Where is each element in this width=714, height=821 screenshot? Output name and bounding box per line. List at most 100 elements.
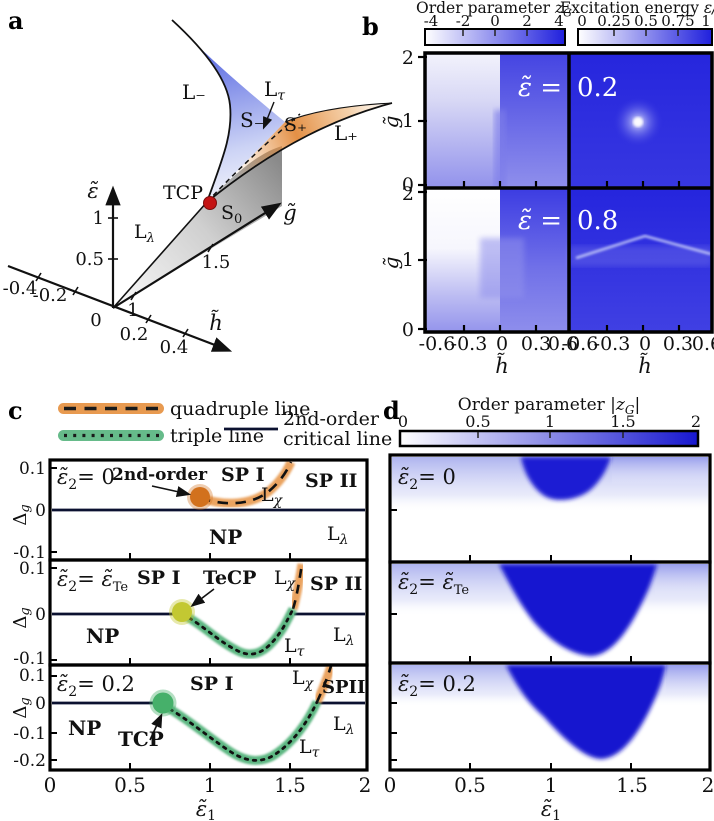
svg-text:NP: NP <box>86 624 119 648</box>
l-plus-label: L₊ <box>334 121 358 145</box>
svg-text:Lλ: Lλ <box>327 523 349 548</box>
svg-text:-0.3: -0.3 <box>594 333 631 355</box>
svg-text:critical line: critical line <box>283 428 392 450</box>
svg-text:-4: -4 <box>424 12 439 30</box>
c-x-ticks: 0 0.5 1 1.5 2 <box>44 773 372 797</box>
heatmap-exc-eps02 <box>569 53 712 188</box>
svg-text:ε̃2= 0: ε̃2= 0 <box>398 465 456 493</box>
svg-text:SP II: SP II <box>305 470 358 492</box>
svg-text:ε̃2= 0.2: ε̃2= 0.2 <box>398 672 476 700</box>
svg-text:1: 1 <box>701 12 711 30</box>
c-subpanel-3: ε̃2= 0.2 SP I Lχ SPII TCP NP Lτ Lλ 0.1 0… <box>10 663 369 772</box>
svg-text:-0.2: -0.2 <box>13 751 46 771</box>
svg-text:1: 1 <box>545 412 555 431</box>
panel-a-letter: a <box>8 6 24 35</box>
svg-text:Lχ: Lχ <box>274 567 297 592</box>
svg-text:2nd-order: 2nd-order <box>112 465 208 485</box>
l-tau-arrow <box>262 101 275 130</box>
svg-text:4: 4 <box>554 12 564 30</box>
svg-text:0: 0 <box>35 501 46 521</box>
svg-text:Δg: Δg <box>10 607 33 628</box>
svg-text:ε̃2= ε̃Te: ε̃2= ε̃Te <box>57 567 128 595</box>
b-y-ticks: 2 1 0 2 1 0 <box>402 47 414 341</box>
g-tick-15: 1.5 <box>202 252 231 273</box>
d-subpanel-2: ε̃2= ε̃Te <box>388 560 712 665</box>
svg-text:0: 0 <box>577 12 587 30</box>
svg-text:-2: -2 <box>456 12 471 30</box>
legend-quadruple: quadruple line <box>58 398 310 420</box>
colorbar-right-ticks: 0 0.25 0.5 0.75 1 <box>577 12 711 30</box>
svg-text:SP I: SP I <box>190 673 234 695</box>
svg-text:0.3: 0.3 <box>521 333 551 355</box>
b-x-label-left: h̃ <box>495 353 509 378</box>
svg-text:0.5: 0.5 <box>454 773 486 797</box>
d-colorbar-ticks: 0 0.5 1 1.5 2 <box>398 412 701 431</box>
d2-dark-lobe <box>499 564 657 656</box>
panel-c-letter: c <box>8 396 23 425</box>
svg-text:2: 2 <box>702 773 714 797</box>
d-x-label: ε̃1 <box>541 797 561 821</box>
svg-text:2: 2 <box>691 412 701 431</box>
heatmap-zg-eps02 <box>425 53 569 188</box>
svg-text:ε̃2= 0: ε̃2= 0 <box>57 465 115 493</box>
svg-text:0.1: 0.1 <box>19 459 46 479</box>
svg-text:Lτ: Lτ <box>299 736 320 761</box>
d-subpanel-3: ε̃2= 0.2 <box>388 661 712 772</box>
c-subpanel-1: ε̃2= 0 2nd-order SP I SP II Lχ NP Lλ 0.1… <box>10 458 369 563</box>
svg-text:-0.6: -0.6 <box>419 333 456 355</box>
triple-line-3 <box>160 700 322 765</box>
d-x-ticks: 0 0.5 1 1.5 2 <box>384 773 714 797</box>
b-x-ticks: -0.6 -0.3 0 0.3 0.6 -0.6 -0.3 0 0.3 0.6 <box>419 333 714 355</box>
surface-s-plus-orange <box>207 103 392 202</box>
c-x-label: ε̃1 <box>196 797 216 821</box>
b-row1-eps-label: ε̃ = <box>518 73 562 103</box>
heatmap-zg-eps08 <box>425 188 569 332</box>
svg-text:0.3: 0.3 <box>663 333 693 355</box>
svg-text:0.5: 0.5 <box>634 12 658 30</box>
svg-text:Lχ: Lχ <box>261 484 284 509</box>
b-y-label-row2: g̃ <box>379 257 403 270</box>
d3-dark-lobe <box>506 665 666 759</box>
svg-text:0: 0 <box>402 174 414 196</box>
svg-text:quadruple line: quadruple line <box>170 398 310 420</box>
svg-text:0.1: 0.1 <box>19 666 46 686</box>
svg-text:Lλ: Lλ <box>333 624 355 649</box>
svg-text:2nd-order: 2nd-order <box>283 408 380 430</box>
panel-d-letter: d <box>383 396 400 425</box>
d1-dark-lobe <box>521 457 611 500</box>
svg-text:0: 0 <box>35 605 46 625</box>
svg-text:SP I: SP I <box>137 567 181 589</box>
g-axis <box>112 202 282 309</box>
panel-b-heatmaps: Order parameter zG Excitation energy ε/ω… <box>379 0 714 378</box>
b-row1-eps-value: 0.2 <box>577 73 618 103</box>
svg-text:1.5: 1.5 <box>616 773 648 797</box>
svg-text:Lτ: Lτ <box>284 635 305 660</box>
colorbar-right-bar <box>577 28 713 46</box>
line-L-minus <box>171 19 232 203</box>
h-tick-02: 0.2 <box>120 324 149 345</box>
axis-ticks <box>35 217 214 338</box>
s0-label: S0 <box>221 202 242 227</box>
tcp-arrow <box>149 713 163 741</box>
colorbar-inner-ticks <box>462 30 679 36</box>
heatmap-ticks <box>418 55 681 332</box>
svg-text:Δg: Δg <box>10 504 33 525</box>
svg-text:0: 0 <box>44 773 57 797</box>
tcp-label: TCP <box>163 182 203 204</box>
h-tick-m04: -0.4 <box>3 278 38 299</box>
line-L-plus <box>206 102 393 203</box>
svg-text:2: 2 <box>359 773 372 797</box>
svg-text:Lχ: Lχ <box>292 667 315 692</box>
eps-tick-1: 1 <box>93 208 104 229</box>
tecp-arrow <box>190 588 215 607</box>
svg-text:1: 1 <box>545 773 558 797</box>
svg-text:-0.1: -0.1 <box>13 649 46 669</box>
c-subpanel-2: ε̃2= ε̃Te SP I TeCP Lχ SP II NP Lτ Lλ 0.… <box>10 558 369 669</box>
h-axis <box>7 264 233 352</box>
legend-triple: triple line <box>58 425 264 447</box>
colorbar-left-ticks: -4 -2 0 2 4 <box>424 12 564 30</box>
svg-text:0: 0 <box>35 694 46 714</box>
legend-critical: 2nd-order critical line <box>224 408 392 450</box>
svg-text:1: 1 <box>402 110 414 132</box>
svg-text:2: 2 <box>402 183 414 205</box>
